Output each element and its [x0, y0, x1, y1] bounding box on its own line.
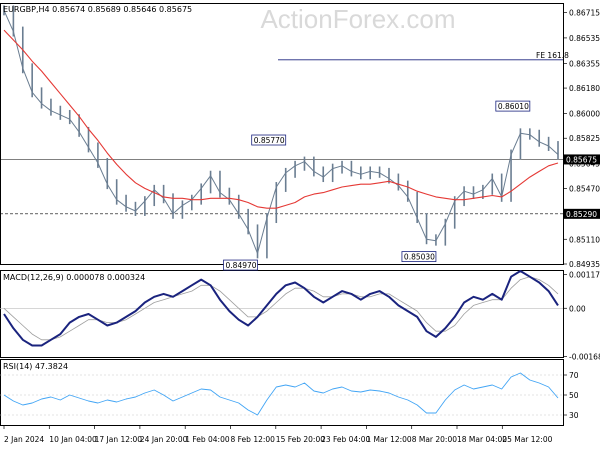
- y-tick-label: 0.001175: [569, 271, 600, 280]
- y-tick-label: 0.00: [569, 304, 586, 313]
- annotation-label: 0.85770: [254, 136, 285, 145]
- x-tick-label: 23 Feb 04:00: [321, 435, 370, 444]
- x-tick-label: 24 Jan 20:00: [140, 435, 188, 444]
- annotation-box: [495, 100, 531, 112]
- y-tick-label: 0.86355: [569, 59, 600, 68]
- price-panel-frame: [0, 3, 564, 265]
- annotation-box: [251, 134, 287, 146]
- y-tick-label: -0.001685: [569, 353, 600, 362]
- rsi-line: [3, 372, 559, 416]
- x-tick-label: 1 Mar 12:00: [366, 435, 412, 444]
- x-tick-label: 15 Feb 20:00: [276, 435, 325, 444]
- rsi-header: RSI(14) 47.3824: [3, 362, 68, 371]
- annotation-box: [401, 251, 437, 262]
- x-tick-label: 8 Feb 12:00: [231, 435, 276, 444]
- macd-header: MACD(12,26,9) 0.000078 0.000324: [3, 273, 145, 282]
- last-price-tag: [564, 154, 600, 165]
- y-tick-label: 0.85470: [569, 184, 600, 193]
- y-tick-label: 70: [569, 371, 579, 380]
- x-tick-label: 8 Mar 20:00: [412, 435, 458, 444]
- x-tick-label: 18 Mar 04:00: [457, 435, 507, 444]
- watermark: ActionForex.com: [260, 4, 455, 34]
- y-tick-label: 0.86000: [569, 110, 600, 119]
- support-tag: [564, 208, 600, 219]
- rsi-panel-frame: [0, 359, 564, 426]
- y-tick-label: 0.85110: [569, 235, 600, 244]
- x-tick-label: 25 Mar 12:00: [502, 435, 552, 444]
- moving-average-line: [3, 29, 559, 209]
- support-text: 0.85290: [566, 210, 597, 219]
- y-tick-label: 0.85825: [569, 134, 600, 143]
- x-tick-label: 10 Jan 04:00: [49, 435, 97, 444]
- last-price-text: 0.85675: [566, 155, 597, 164]
- y-tick-label: 50: [569, 391, 579, 400]
- macd-panel-frame: [0, 270, 564, 358]
- y-tick-label: 0.84935: [569, 260, 600, 269]
- macd-main-line: [3, 270, 559, 347]
- annotation-box: [223, 259, 258, 271]
- y-tick-label: 0.86180: [569, 84, 600, 93]
- y-tick-label: 30: [569, 411, 579, 420]
- fe-level-label: FE 161.8: [536, 51, 569, 60]
- price-header: EURGBP,H4 0.85674 0.85689 0.85646 0.8567…: [3, 5, 192, 14]
- x-tick-label: 1 Feb 04:00: [185, 435, 230, 444]
- annotation-label: 0.84970: [226, 261, 257, 270]
- y-tick-label: 0.86715: [569, 8, 600, 17]
- annotation-label: 0.86010: [498, 102, 529, 111]
- price-series-line: [3, 10, 559, 254]
- annotation-label: 0.85030: [404, 253, 435, 262]
- y-tick-label: 0.86535: [569, 34, 600, 43]
- x-tick-label: 2 Jan 2024: [4, 435, 44, 444]
- x-tick-label: 17 Jan 12:00: [95, 435, 143, 444]
